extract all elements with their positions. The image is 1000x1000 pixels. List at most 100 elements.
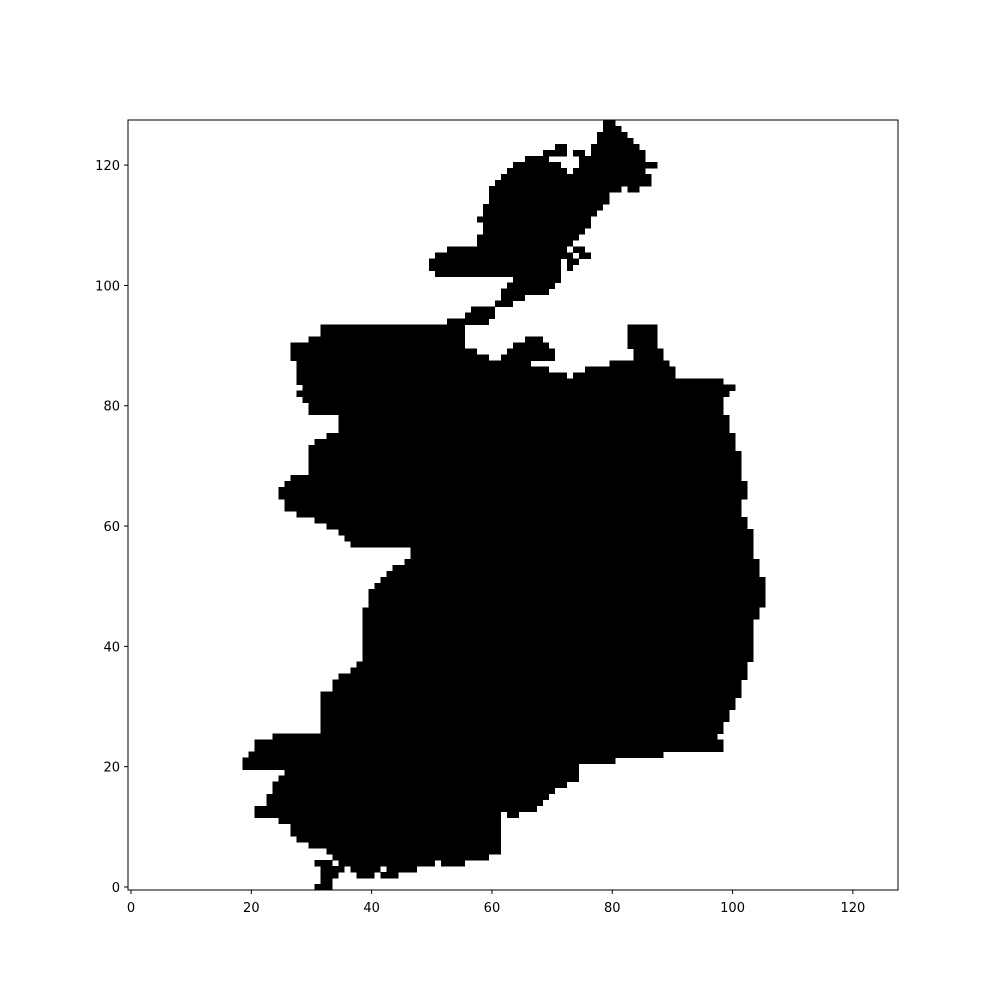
- land-cell-run: [482, 222, 592, 229]
- land-cell-run: [320, 697, 736, 704]
- land-cell-run: [633, 348, 664, 356]
- land-cell-run: [284, 505, 742, 512]
- land-cell-run: [290, 348, 477, 356]
- land-cell-run: [350, 667, 748, 674]
- land-cell-run: [380, 577, 766, 584]
- land-cell-run: [506, 348, 556, 356]
- land-cell-run: [374, 583, 766, 590]
- x-tick-label: 20: [243, 901, 260, 916]
- land-cell-run: [362, 625, 754, 632]
- land-cell-run: [410, 547, 754, 554]
- land-cell-run: [320, 691, 742, 698]
- land-cell-run: [308, 402, 724, 410]
- land-cell-run: [573, 246, 586, 253]
- land-cell-run: [320, 877, 333, 885]
- y-tick-label: 80: [103, 400, 120, 415]
- land-cell-run: [573, 372, 676, 380]
- land-cell-run: [254, 739, 724, 747]
- land-cell-run: [368, 595, 766, 602]
- land-cell-run: [494, 300, 513, 307]
- land-cell-run: [320, 703, 736, 710]
- land-cell-run: [500, 174, 652, 181]
- land-cell-run: [338, 529, 754, 536]
- land-cell-run: [350, 541, 754, 548]
- y-tick-label: 20: [103, 761, 120, 776]
- land-cell-run: [272, 781, 568, 789]
- land-cell-run: [428, 264, 562, 271]
- land-cell-run: [579, 252, 592, 259]
- land-cell-run: [344, 535, 754, 542]
- x-tick-label: 0: [127, 901, 135, 916]
- land-mask: [242, 120, 766, 891]
- land-cell-run: [513, 276, 562, 283]
- land-cell-run: [314, 883, 333, 891]
- land-cell-run: [585, 366, 676, 374]
- land-cell-run: [308, 841, 501, 849]
- land-cell-run: [513, 162, 562, 169]
- land-cell-run: [386, 571, 760, 578]
- land-cell-run: [338, 414, 730, 422]
- land-cell-run: [338, 426, 730, 434]
- land-cell-run: [242, 757, 616, 765]
- land-cell-run: [320, 324, 465, 331]
- land-cell-run: [579, 162, 658, 169]
- x-tick-label: 80: [604, 901, 621, 916]
- land-cell-run: [332, 685, 742, 692]
- land-cell-run: [338, 859, 435, 867]
- land-cell-run: [302, 396, 724, 404]
- land-cell-run: [266, 799, 544, 807]
- land-cell-run: [482, 204, 604, 211]
- x-tick-label: 120: [840, 901, 865, 916]
- land-cell-run: [278, 492, 748, 500]
- land-cell-run: [362, 613, 760, 620]
- land-cell-run: [290, 342, 465, 349]
- land-cell-run: [500, 294, 526, 301]
- x-axis: 0 20 40 60 80 100 120: [127, 890, 865, 916]
- plot-frame: [127, 119, 899, 891]
- land-cell-run: [278, 486, 748, 494]
- land-cell-run: [500, 288, 532, 295]
- land-cell-run: [464, 312, 495, 319]
- land-cell-run: [525, 336, 544, 343]
- land-cell-run: [338, 673, 748, 680]
- land-cell-run: [362, 637, 754, 644]
- land-cell-run: [284, 769, 580, 777]
- land-cell-run: [579, 156, 646, 163]
- land-cell-run: [627, 336, 658, 343]
- land-cell-run: [609, 360, 670, 368]
- land-cell-run: [410, 553, 754, 560]
- land-cell-run: [476, 234, 580, 241]
- land-cell-run: [567, 258, 580, 265]
- land-cell-run: [308, 408, 724, 416]
- y-tick-label: 0: [112, 881, 120, 896]
- land-cell-run: [326, 523, 748, 530]
- y-tick-label: 120: [95, 159, 120, 174]
- land-cell-run: [308, 468, 742, 476]
- land-cell-run: [434, 270, 562, 277]
- land-cell-run: [362, 643, 754, 650]
- land-cell-run: [543, 150, 568, 157]
- x-tick-label: 60: [484, 901, 501, 916]
- land-cell-run: [356, 661, 748, 668]
- y-tick-label: 60: [103, 520, 120, 535]
- land-cell-run: [362, 649, 754, 656]
- land-cell-run: [506, 168, 568, 175]
- land-cell-run: [290, 354, 489, 362]
- land-cell-run: [627, 186, 640, 193]
- land-cell-run: [434, 252, 574, 259]
- land-cell-run: [494, 180, 652, 187]
- land-cell-run: [254, 805, 538, 813]
- land-cell-run: [591, 144, 640, 151]
- land-cell-run: [290, 474, 742, 482]
- land-cell-run: [308, 456, 742, 464]
- land-cell-run: [627, 330, 658, 337]
- land-cell-run: [314, 517, 748, 524]
- land-cell-run: [362, 607, 760, 614]
- land-cell-run: [296, 372, 568, 380]
- land-cell-run: [591, 150, 646, 157]
- land-cell-run: [296, 378, 724, 386]
- land-cell-run: [308, 450, 742, 458]
- land-cell-run: [308, 336, 465, 343]
- land-cell-run: [362, 619, 754, 626]
